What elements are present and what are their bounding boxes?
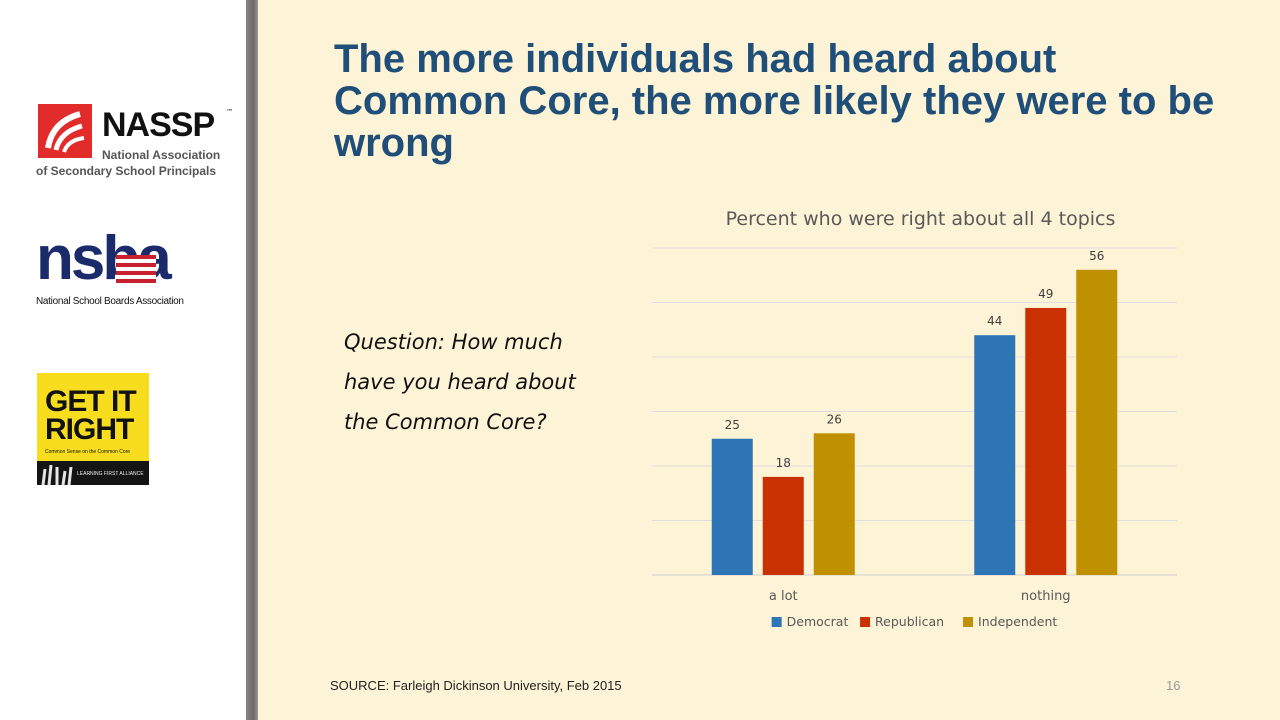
legend-swatch bbox=[860, 617, 871, 627]
gir-tagline: Common Sense on the Common Core bbox=[45, 449, 131, 455]
nassp-trademark: ™ bbox=[226, 108, 233, 116]
legend-label: Republican bbox=[875, 614, 944, 629]
sidebar-divider bbox=[246, 0, 258, 720]
data-label: 44 bbox=[987, 314, 1002, 328]
bar bbox=[813, 433, 855, 575]
nassp-subtitle-2: of Secondary School Principals bbox=[36, 164, 217, 178]
data-label: 18 bbox=[776, 456, 791, 470]
bar bbox=[762, 476, 804, 575]
source-note: SOURCE: Farleigh Dickinson University, F… bbox=[330, 678, 622, 693]
raised-hands-icon bbox=[41, 464, 73, 485]
page-number: 16 bbox=[1166, 678, 1181, 693]
get-it-right-logo: GET IT RIGHT Common Sense on the Common … bbox=[37, 373, 149, 485]
gir-line-2: RIGHT bbox=[45, 413, 134, 446]
bar bbox=[1076, 269, 1118, 575]
data-label: 49 bbox=[1038, 287, 1053, 301]
legend-label: Democrat bbox=[787, 614, 849, 629]
bar-chart: Percent who were right about all 4 topic… bbox=[652, 208, 1177, 629]
data-label: 56 bbox=[1089, 249, 1104, 263]
bar bbox=[1025, 307, 1067, 575]
nassp-logo: NASSP ™ National Association of Secondar… bbox=[36, 102, 236, 180]
nsba-logo: nsba National School Boards Association bbox=[36, 224, 206, 309]
legend-label: Independent bbox=[978, 614, 1057, 629]
x-tick-label: nothing bbox=[1021, 589, 1071, 604]
legend-swatch bbox=[963, 617, 974, 627]
x-tick-label: a lot bbox=[769, 589, 798, 604]
gir-line-1: GET IT bbox=[45, 385, 137, 418]
flag-stripes-icon bbox=[116, 255, 156, 285]
data-label: 25 bbox=[725, 418, 740, 432]
bar bbox=[974, 335, 1016, 575]
nassp-wordmark: NASSP bbox=[102, 106, 215, 144]
chart-title: Percent who were right about all 4 topic… bbox=[726, 208, 1116, 230]
slide-title: The more individuals had heard about Com… bbox=[334, 37, 1215, 165]
data-label: 26 bbox=[827, 412, 842, 426]
legend-swatch bbox=[771, 617, 782, 627]
nsba-caption: National School Boards Association bbox=[36, 296, 184, 307]
logo-sidebar: NASSP ™ National Association of Secondar… bbox=[0, 0, 246, 720]
nassp-subtitle-1: National Association bbox=[102, 148, 221, 162]
gir-footer-band: LEARNING FIRST ALLIANCE bbox=[37, 461, 149, 485]
question-text: Question: How much have you heard about … bbox=[344, 330, 576, 434]
gir-alliance-text: LEARNING FIRST ALLIANCE bbox=[77, 471, 144, 477]
nassp-emblem-icon bbox=[38, 104, 92, 158]
bar bbox=[711, 438, 753, 575]
